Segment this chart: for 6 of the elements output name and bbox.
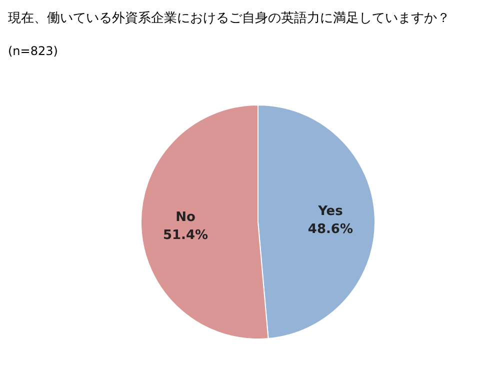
slice-label: Yes [317, 204, 344, 219]
chart-title: 現在、働いている外資系企業におけるご自身の英語力に満足していますか？ [8, 11, 450, 26]
data-label: 51.4% [162, 228, 208, 244]
slice-label: No [176, 210, 196, 226]
text: (n=823) [8, 44, 58, 58]
data-label: 48.6% [308, 222, 354, 237]
